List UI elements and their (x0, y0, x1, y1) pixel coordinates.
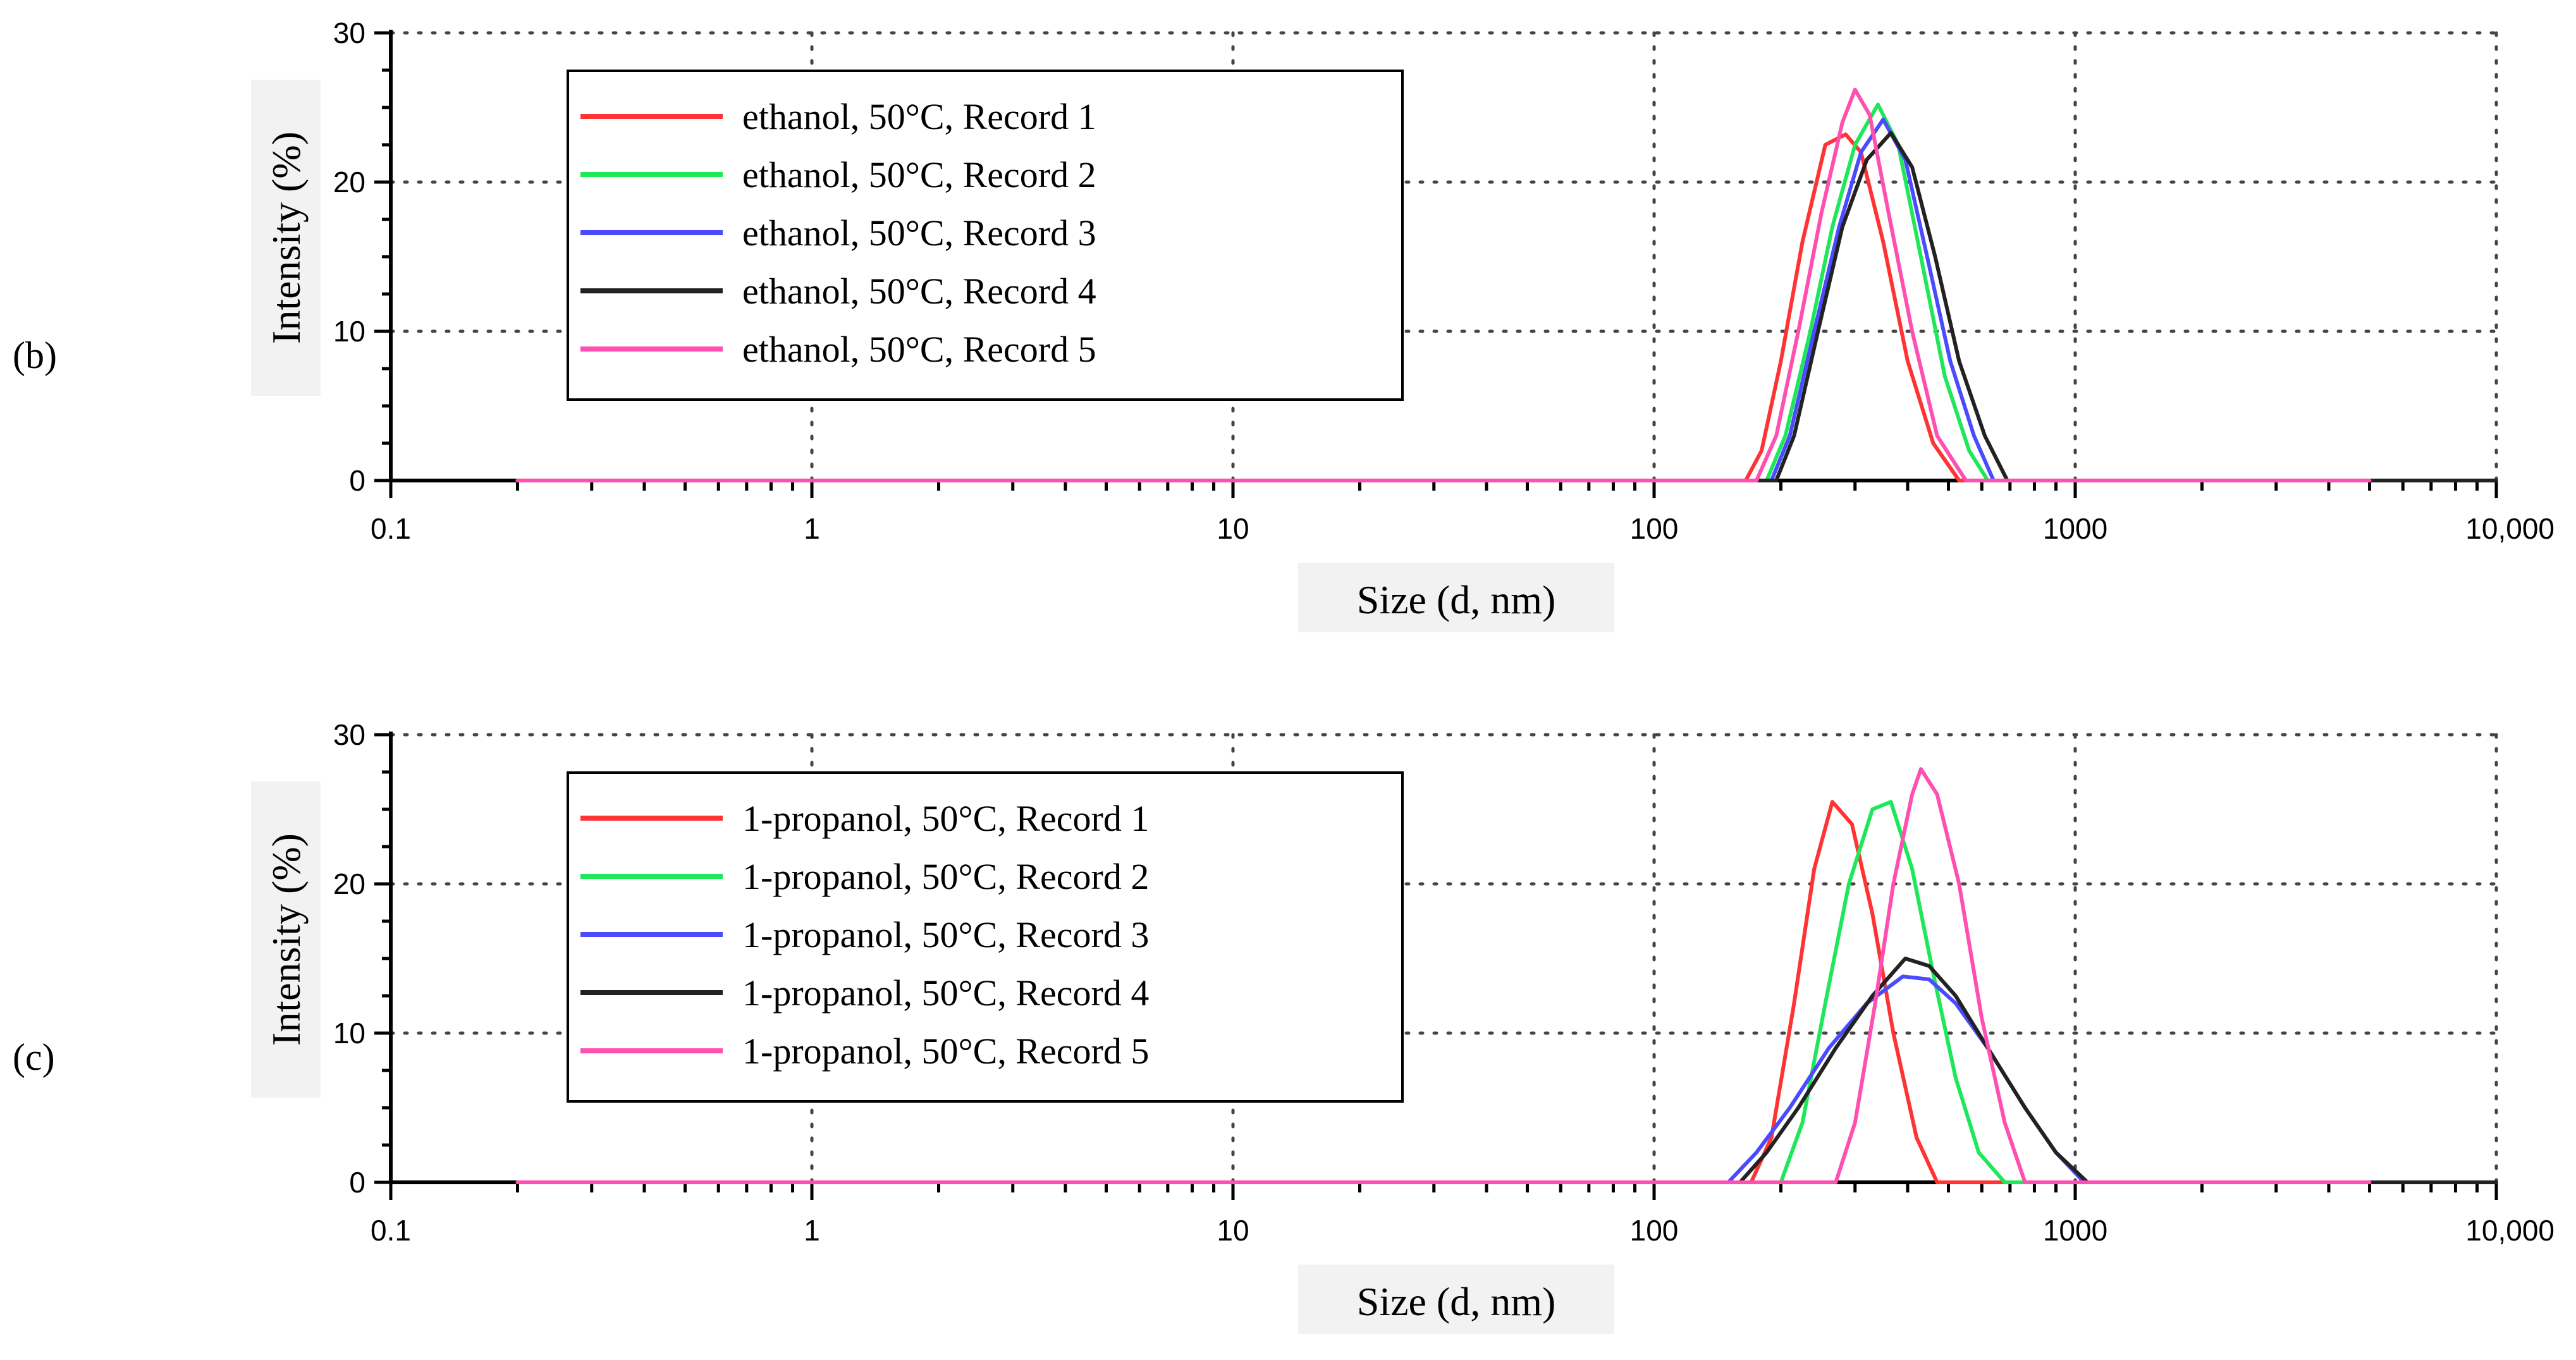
y-axis-title-background (251, 80, 321, 396)
x-tick-label: 1000 (2043, 1214, 2107, 1247)
series-line-record-1 (515, 132, 2372, 482)
x-tick-label: 100 (1630, 1214, 1679, 1247)
legend-label-record-4: ethanol, 50°C, Record 4 (742, 271, 1096, 312)
chart-panel-b: (b) 0 10 20 30 0.1 1 10 100 1000 10,000 Size (d, nm… (0, 0, 2576, 670)
x-tick-label: 10,000 (2465, 1214, 2555, 1247)
x-tick-label: 1 (804, 1214, 820, 1247)
legend-label-record-4: 1-propanol, 50°C, Record 4 (742, 972, 1149, 1014)
x-tick-label: 100 (1630, 512, 1679, 545)
y-tick-label: 0 (349, 464, 365, 497)
legend-label-record-2: ethanol, 50°C, Record 2 (742, 154, 1096, 195)
legend-label-record-2: 1-propanol, 50°C, Record 2 (742, 856, 1149, 897)
x-axis-title: Size (d, nm) (1357, 1279, 1556, 1324)
series-line-record-4 (515, 131, 2498, 482)
x-tick-label: 0.1 (371, 1214, 411, 1247)
panel-label: (b) (13, 334, 57, 376)
y-tick-label: 30 (333, 16, 365, 49)
y-tick-label: 20 (333, 867, 365, 900)
legend-label-record-3: ethanol, 50°C, Record 3 (742, 212, 1096, 254)
y-tick-label: 0 (349, 1166, 365, 1199)
legend-label-record-5: ethanol, 50°C, Record 5 (742, 329, 1096, 370)
chart-b: (b) 0 10 20 30 0.1 1 10 100 1000 10,000 Size (d, nm… (13, 16, 2555, 632)
x-axis-title-background (1298, 1265, 1614, 1334)
series-line-record-2 (515, 102, 2372, 482)
series-line-record-2 (515, 800, 2372, 1184)
x-tick-label: 10 (1217, 1214, 1249, 1247)
series-line-record-3 (515, 117, 2372, 482)
x-tick-label: 10,000 (2465, 512, 2555, 545)
legend-label-record-1: ethanol, 50°C, Record 1 (742, 96, 1096, 137)
series-line-record-1 (515, 800, 2372, 1184)
x-tick-label: 1 (804, 512, 820, 545)
series-line-record-4 (515, 957, 2498, 1184)
y-axis-title: Intensity (%) (264, 833, 309, 1046)
y-tick-label: 10 (333, 1017, 365, 1050)
legend-label-record-1: 1-propanol, 50°C, Record 1 (742, 798, 1149, 839)
legend-label-record-3: 1-propanol, 50°C, Record 3 (742, 914, 1149, 955)
x-tick-label: 1000 (2043, 512, 2107, 545)
x-axis-title-background (1298, 563, 1614, 632)
series-line-record-5 (515, 87, 2372, 482)
chart-c: (c) 0 10 20 30 0.1 1 10 100 1000 10,000 Size (d, nm… (13, 718, 2555, 1334)
y-tick-label: 20 (333, 166, 365, 199)
x-axis-title: Size (d, nm) (1357, 577, 1556, 622)
x-tick-label: 10 (1217, 512, 1249, 545)
legend-label-record-5: 1-propanol, 50°C, Record 5 (742, 1031, 1149, 1072)
x-tick-label: 0.1 (371, 512, 411, 545)
y-axis-title: Intensity (%) (264, 132, 309, 344)
series-line-record-5 (515, 767, 2372, 1184)
panel-label: (c) (13, 1036, 55, 1078)
y-axis-title-background (251, 781, 321, 1098)
y-tick-label: 10 (333, 315, 365, 348)
y-tick-label: 30 (333, 718, 365, 751)
chart-panel-c: (c) 0 10 20 30 0.1 1 10 100 1000 10,000 Size (d, nm… (0, 702, 2576, 1360)
